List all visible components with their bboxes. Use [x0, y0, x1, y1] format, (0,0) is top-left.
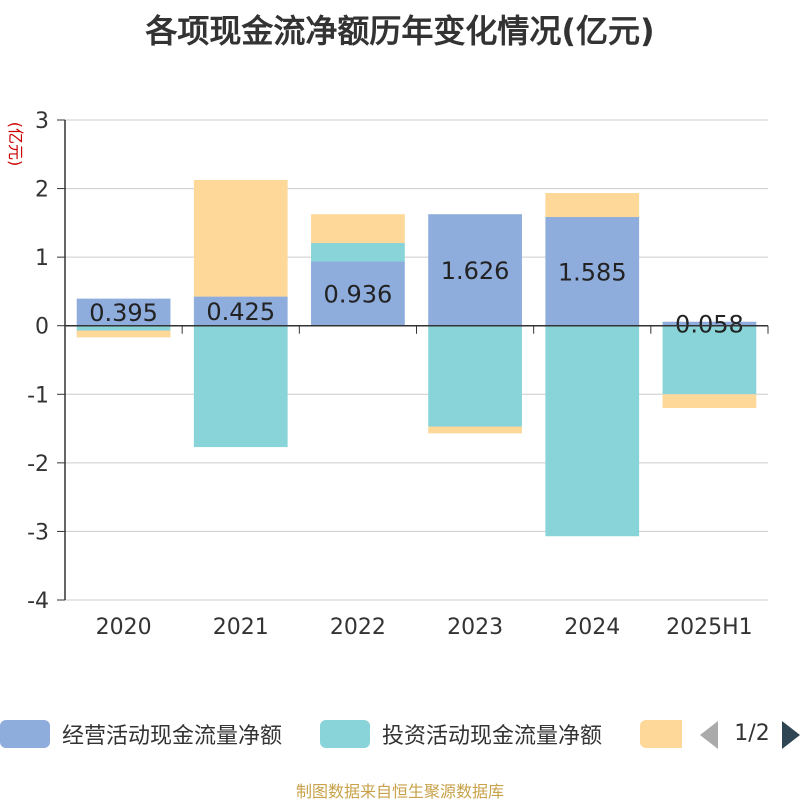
chart-plot-area: 3 2 1 0 -1 -2 -3 -4 (亿元) 0.395 0.425 0.936 1.626 1.58…: [6, 109, 769, 640]
x-tick-label: 2021: [213, 615, 269, 640]
legend-item-operating[interactable]: 经营活动现金流量净额: [0, 718, 282, 750]
bar-financing: [76, 330, 171, 338]
bar-data-label: 1.585: [558, 258, 627, 286]
bar-data-label: 1.626: [441, 257, 510, 285]
bar-financing: [545, 193, 640, 218]
y-tick-label: -2: [27, 452, 49, 477]
bar-investing: [76, 325, 171, 331]
bar-investing: [193, 325, 288, 448]
x-tick-label: 2025H1: [666, 615, 753, 640]
legend-next-page-icon[interactable]: [782, 721, 800, 749]
bar-operating: [76, 298, 171, 326]
y-tick-label: 2: [35, 178, 49, 203]
source-note: 制图数据来自恒生聚源数据库: [295, 782, 504, 801]
legend-swatch-investing: [320, 720, 370, 748]
bar-investing: [428, 325, 522, 427]
y-tick-label: -3: [27, 520, 49, 545]
legend-swatch-financing: [640, 720, 682, 748]
chart-title: 各项现金流净额历年变化情况(亿元): [145, 12, 655, 50]
bar-financing: [662, 394, 757, 408]
bar-financing: [193, 180, 288, 297]
legend-item-financing[interactable]: [640, 718, 682, 750]
y-axis-title: (亿元): [6, 122, 25, 167]
bar-operating: [545, 217, 640, 326]
bar-data-label: 0.058: [675, 311, 744, 339]
bar-investing: [545, 325, 640, 537]
bar-operating: [193, 296, 288, 326]
bar-operating: [311, 261, 405, 326]
x-tick-label: 2023: [447, 615, 503, 640]
bar-data-label: 0.936: [324, 281, 393, 309]
bar-investing: [311, 243, 405, 262]
legend-label-operating: 经营活动现金流量净额: [62, 724, 283, 749]
y-tick-label: 0: [35, 315, 49, 340]
legend-item-investing[interactable]: 投资活动现金流量净额: [320, 718, 602, 750]
x-tick-label: 2022: [330, 615, 386, 640]
bar-investing: [662, 325, 757, 395]
y-tick-label: -4: [27, 589, 49, 614]
legend-page-indicator: 1/2: [734, 721, 770, 746]
x-tick-label: 2024: [564, 615, 620, 640]
y-tick-label: 1: [35, 246, 49, 271]
x-tick-label: 2020: [96, 615, 152, 640]
y-tick-label: 3: [35, 109, 49, 134]
bar-operating: [428, 214, 522, 326]
bar-financing: [311, 214, 405, 244]
bar-data-label: 0.395: [89, 299, 158, 327]
legend-prev-page-icon[interactable]: [700, 721, 718, 749]
bar-data-label: 0.425: [206, 298, 275, 326]
bar-financing: [428, 426, 522, 434]
y-tick-label: -1: [27, 383, 49, 408]
legend-swatch-operating: [0, 720, 50, 748]
legend-label-investing: 投资活动现金流量净额: [382, 724, 603, 749]
bar-operating: [662, 321, 757, 326]
